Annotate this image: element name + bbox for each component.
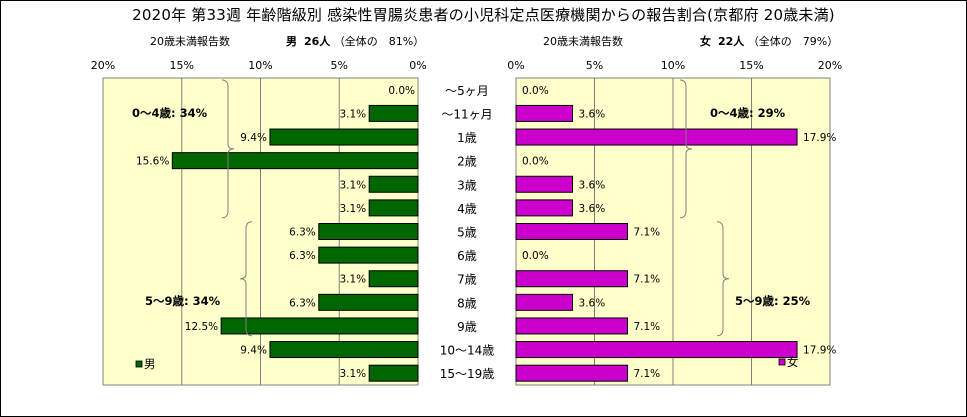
female-data-label: 0.0%: [522, 156, 549, 168]
female-header: 20歳未満報告数: [543, 33, 623, 49]
age-category-label: 5歳: [457, 226, 477, 240]
female-header-sex: 女: [700, 35, 711, 48]
female-age-group-label: 0～4歳: 29%: [710, 106, 786, 120]
female-bar: [515, 270, 628, 288]
female-bar: [515, 293, 574, 311]
chart-title: 2020年 第33週 年齢階級別 感染性胃腸炎患者の小児科定点医療機関からの報告…: [132, 6, 835, 24]
female-age-group-label: 5～9歳: 25%: [735, 294, 811, 308]
male-tick-label: 15%: [170, 59, 194, 72]
male-bar: [269, 341, 419, 359]
male-bar: [318, 293, 419, 311]
male-bar: [318, 223, 419, 240]
female-tick-label: 5%: [586, 59, 603, 72]
age-category-label: 8歳: [457, 296, 477, 310]
male-legend-swatch: [135, 360, 143, 368]
female-data-label: 3.6%: [579, 179, 606, 191]
male-header-stats: 男 26人 （全体の 81%）: [286, 33, 424, 49]
female-data-label: 0.0%: [522, 250, 549, 262]
female-tick-label: 0%: [507, 59, 524, 72]
female-tick-label: 10%: [661, 59, 685, 72]
female-data-label: 7.1%: [633, 274, 660, 286]
male-bar: [269, 128, 419, 146]
age-category-label: ～5ヶ月: [445, 84, 489, 98]
female-header-count: 22人: [718, 35, 745, 48]
female-bar: [515, 128, 798, 146]
male-data-label: 3.1%: [339, 179, 366, 191]
female-data-label: 3.6%: [579, 297, 606, 309]
female-data-label: 7.1%: [633, 368, 660, 380]
male-bar: [368, 175, 419, 193]
age-category-label: 15～19歳: [440, 367, 495, 381]
age-category-label: 9歳: [457, 320, 477, 334]
female-bar: [515, 364, 628, 382]
female-age-group-brace: [679, 79, 693, 219]
female-age-group-brace: [716, 221, 730, 337]
female-tick-label: 15%: [739, 59, 763, 72]
male-age-group-brace: [221, 79, 235, 219]
male-data-label: 3.1%: [339, 108, 366, 120]
male-bar: [368, 104, 419, 122]
male-tick-label: 0%: [409, 59, 426, 72]
male-bar: [318, 246, 419, 264]
male-header-sex: 男: [286, 35, 297, 48]
male-header-count: 26人: [304, 35, 331, 48]
age-category-label: 4歳: [457, 202, 477, 216]
age-category-label: 1歳: [457, 131, 477, 145]
male-age-group-label: 0～4歳: 34%: [132, 106, 208, 120]
male-legend-label: 男: [144, 357, 156, 371]
male-tick-label: 10%: [248, 59, 272, 72]
male-bar: [220, 317, 419, 335]
female-data-label: 3.6%: [579, 108, 606, 120]
male-bar: [368, 199, 419, 217]
male-data-label: 9.4%: [240, 132, 267, 144]
male-age-group-brace: [239, 221, 253, 337]
male-data-label: 0.0%: [388, 85, 415, 97]
age-category-label: ～11ヶ月: [441, 107, 492, 121]
male-data-label: 6.3%: [289, 297, 316, 309]
female-data-label: 3.6%: [579, 203, 606, 215]
age-category-label: 10～14歳: [440, 344, 495, 358]
female-bar: [515, 223, 628, 240]
female-header-share: （全体の 79%）: [747, 35, 839, 48]
female-tick-label: 20%: [818, 59, 842, 72]
male-header: 20歳未満報告数: [150, 33, 230, 49]
male-data-label: 9.4%: [240, 345, 267, 357]
female-data-label: 17.9%: [803, 132, 836, 144]
male-header-share: （全体の 81%）: [333, 35, 425, 48]
age-category-label: 2歳: [457, 155, 477, 169]
female-bar: [515, 104, 574, 122]
male-header-label: 20歳未満報告数: [150, 35, 230, 48]
female-legend-swatch: [778, 358, 786, 366]
female-bar: [515, 175, 574, 193]
age-category-label: 3歳: [457, 178, 477, 192]
male-tick-label: 20%: [91, 59, 115, 72]
female-bar: [515, 341, 798, 359]
male-data-label: 12.5%: [185, 321, 218, 333]
female-data-label: 7.1%: [633, 321, 660, 333]
male-tick-label: 5%: [331, 59, 348, 72]
male-age-group-label: 5～9歳: 34%: [145, 294, 221, 308]
male-data-label: 3.1%: [339, 274, 366, 286]
male-data-label: 3.1%: [339, 368, 366, 380]
female-header-label: 20歳未満報告数: [543, 35, 623, 48]
female-data-label: 7.1%: [633, 227, 660, 239]
male-data-label: 6.3%: [289, 227, 316, 239]
female-bar: [515, 199, 574, 217]
male-bar: [368, 270, 419, 288]
female-legend-label: 女: [787, 355, 799, 369]
age-category-label: 6歳: [457, 249, 477, 263]
male-data-label: 3.1%: [339, 203, 366, 215]
female-data-label: 0.0%: [522, 85, 549, 97]
female-data-label: 17.9%: [803, 345, 836, 357]
female-bar: [515, 317, 628, 335]
male-data-label: 15.6%: [136, 156, 169, 168]
age-category-label: 7歳: [457, 273, 477, 287]
male-data-label: 6.3%: [289, 250, 316, 262]
female-header-stats: 女 22人 （全体の 79%）: [700, 33, 838, 49]
male-bar: [368, 364, 419, 382]
male-bar: [171, 152, 419, 170]
